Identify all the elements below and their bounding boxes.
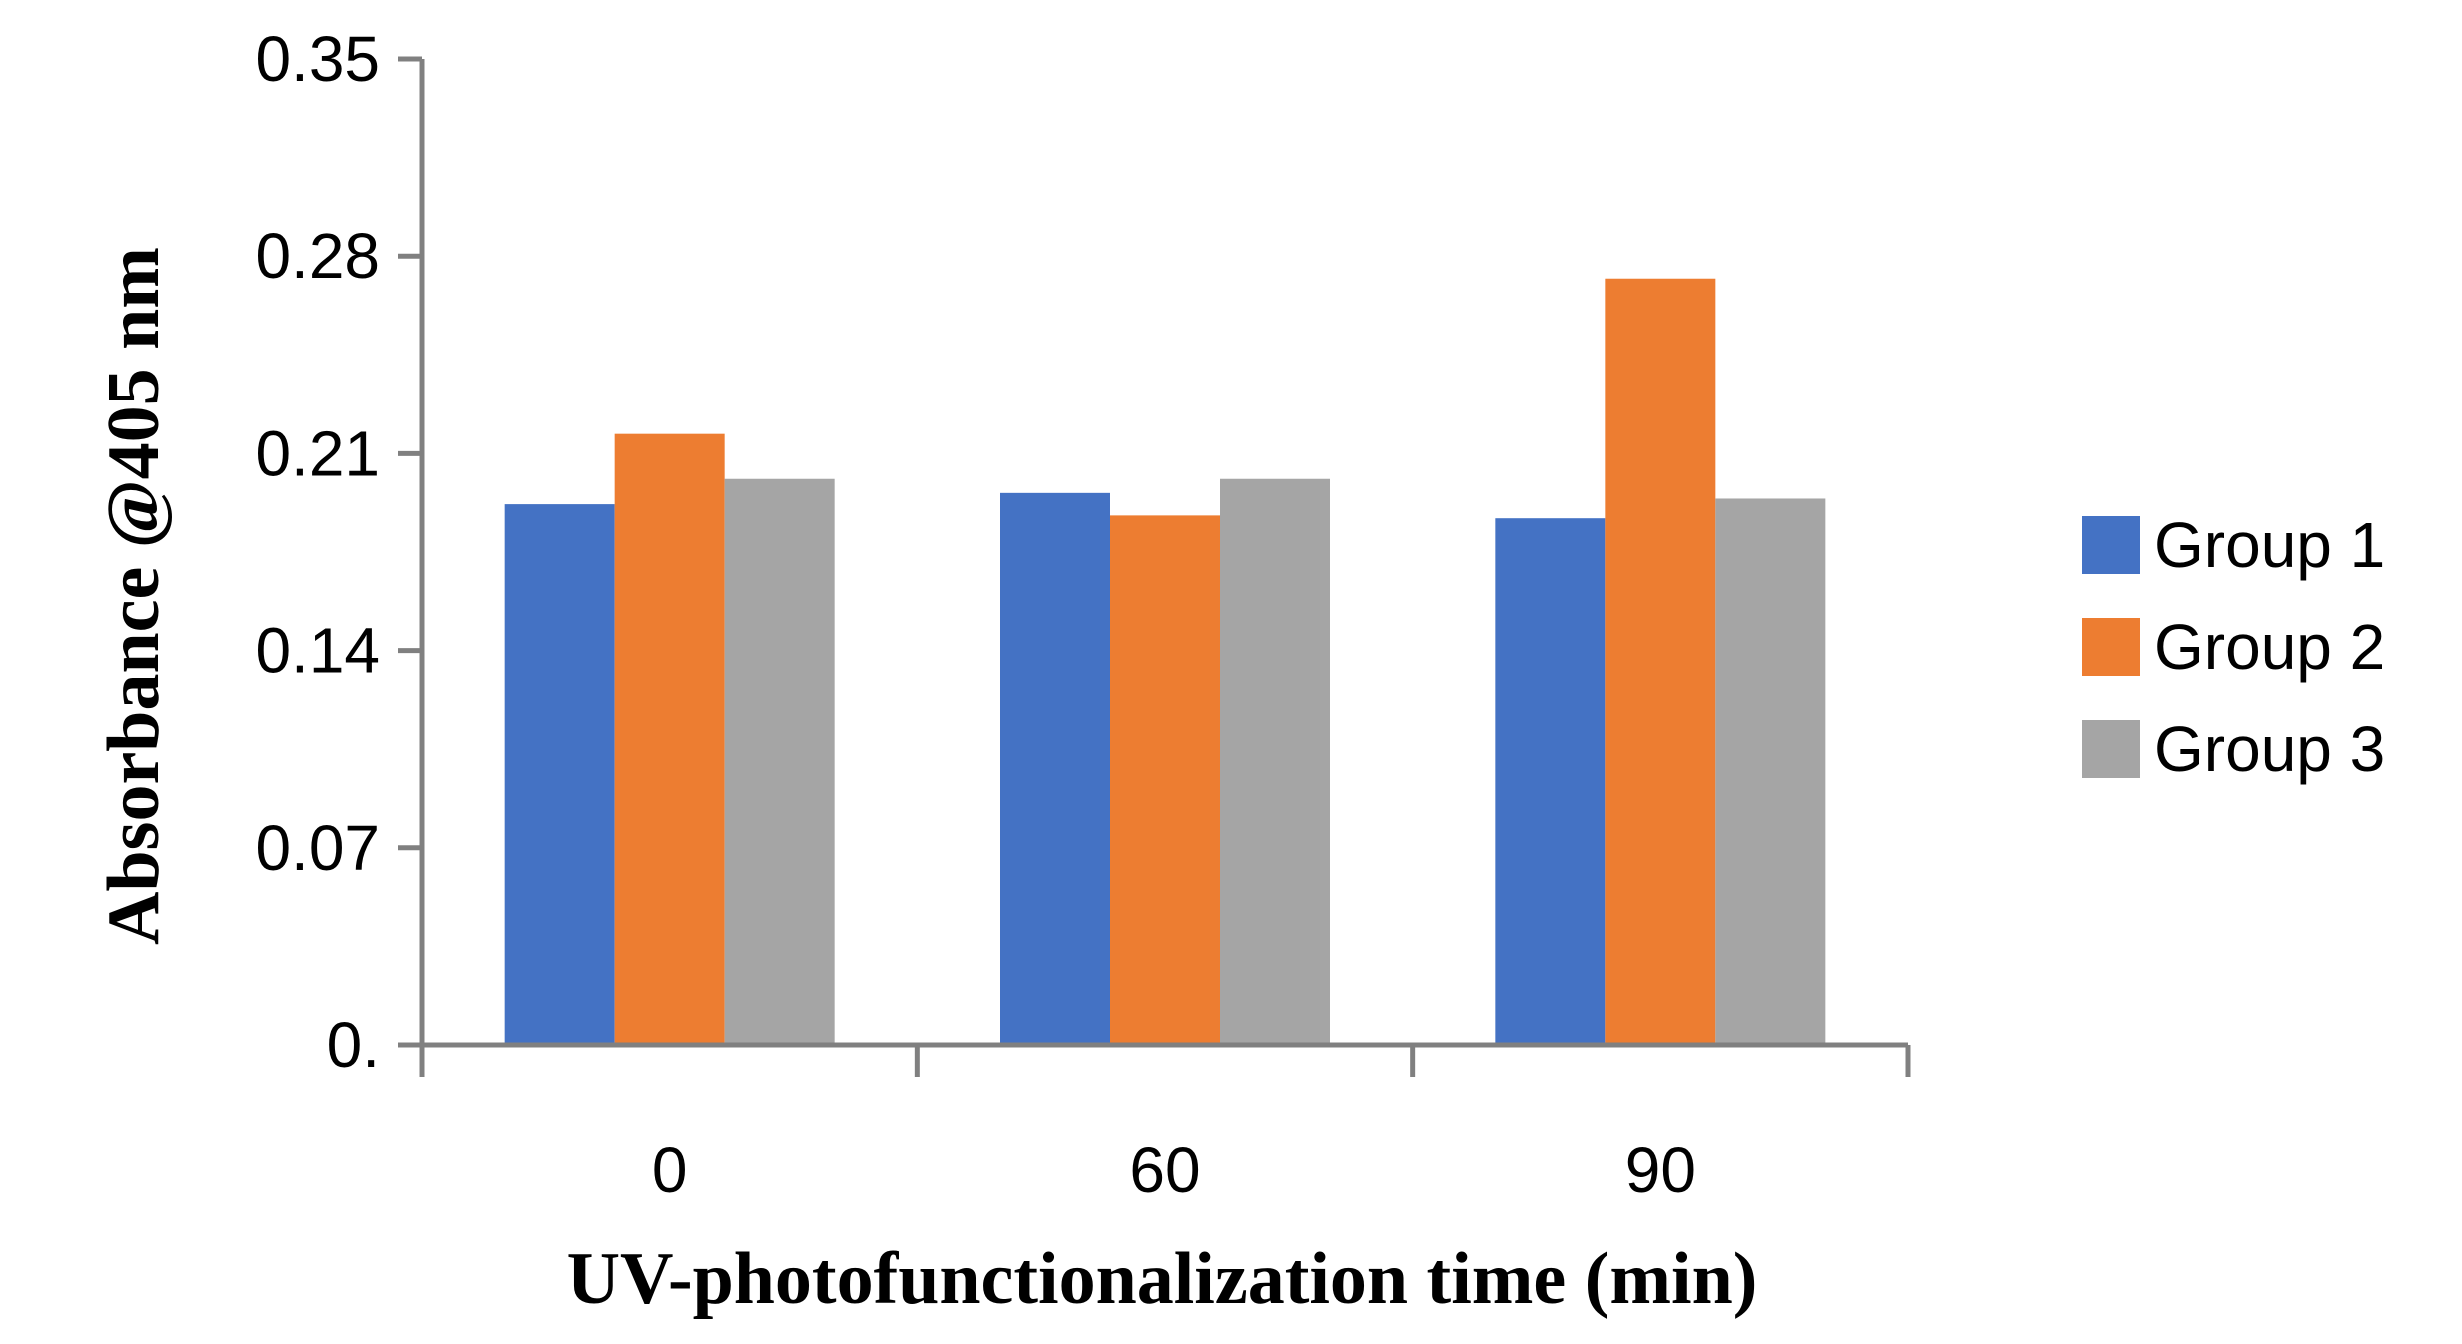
bar-group-1-0 [504, 504, 615, 1045]
x-tick-label: 0 [652, 1134, 688, 1206]
y-tick-label: 0.07 [255, 812, 380, 884]
y-axis-title: Absorbance @405 nm [93, 247, 175, 945]
bar-group-2-90 [1605, 278, 1716, 1045]
y-tick-label: 0.28 [255, 220, 380, 292]
bar-group-2-0 [614, 433, 725, 1045]
axes-group [398, 56, 1911, 1077]
legend-swatch-group-3 [2082, 720, 2140, 778]
bar-group-2-60 [1110, 515, 1220, 1045]
x-tick-label: 90 [1625, 1134, 1696, 1206]
bars-group [504, 278, 1826, 1046]
legend-swatch-group-1 [2082, 516, 2140, 574]
bar-group-1-60 [1000, 492, 1110, 1046]
legend-label-group-2: Group 2 [2154, 611, 2385, 683]
y-tick-label: 0.21 [255, 417, 380, 489]
legend-swatch-group-2 [2082, 618, 2140, 676]
x-tick-labels: 0 60 90 [652, 1134, 1696, 1206]
y-tick-labels: 0. 0.07 0.14 0.21 0.28 0.35 [255, 23, 380, 1081]
y-tick-label: 0. [327, 1009, 380, 1081]
bar-group-3-90 [1715, 498, 1826, 1046]
bar-group-3-0 [724, 478, 835, 1045]
x-axis-title: UV-photofunctionalization time (min) [567, 1238, 1758, 1320]
y-tick-label: 0.35 [255, 23, 380, 95]
y-tick-label: 0.14 [255, 615, 380, 687]
x-tick-label: 60 [1129, 1134, 1200, 1206]
legend-label-group-3: Group 3 [2154, 713, 2385, 785]
legend: Group 1 Group 2 Group 3 [2082, 509, 2385, 785]
bar-group-1-90 [1495, 518, 1606, 1045]
legend-label-group-1: Group 1 [2154, 509, 2385, 581]
bar-group-3-60 [1220, 478, 1330, 1045]
